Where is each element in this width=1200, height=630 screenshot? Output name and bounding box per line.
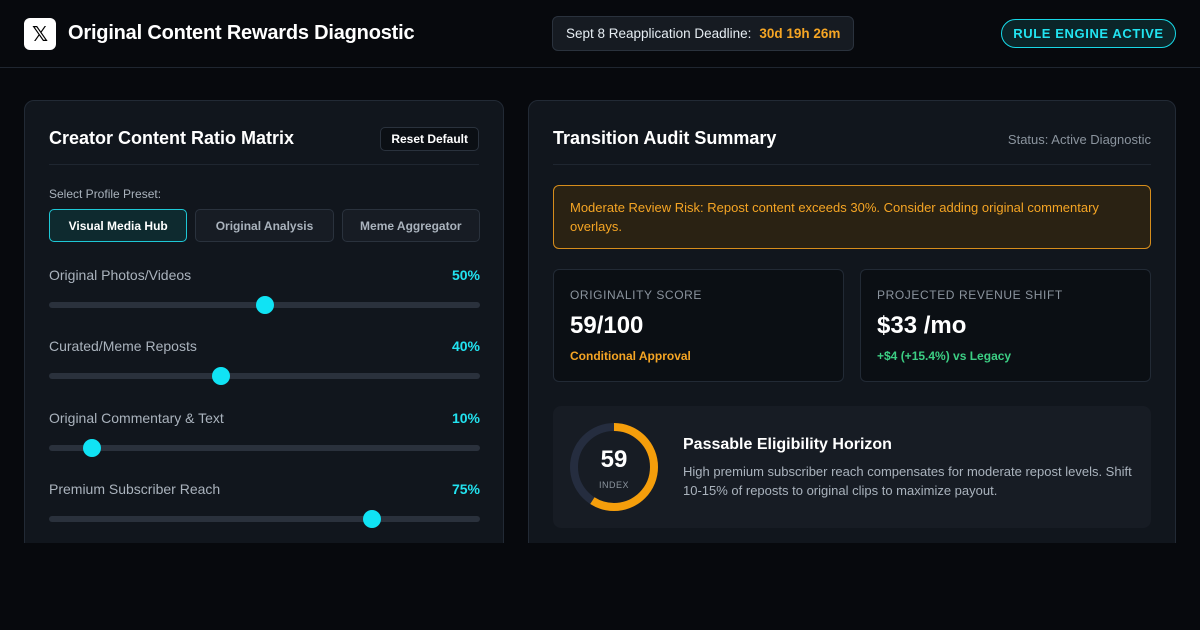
- originality-score-value: 59/100: [570, 312, 644, 339]
- slider-handle[interactable]: [255, 296, 274, 314]
- panel-divider: [553, 164, 1151, 165]
- slider-original-commentary-text: Original Commentary & Text 10%: [49, 410, 480, 460]
- revenue-delta: +$4 (+15.4%) vs Legacy: [877, 349, 1012, 363]
- preset-original-analysis[interactable]: Original Analysis: [195, 209, 334, 242]
- matrix-panel-title: Creator Content Ratio Matrix: [49, 128, 295, 148]
- slider-value: 40%: [451, 338, 480, 354]
- slider-handle[interactable]: [212, 367, 231, 385]
- deadline-label: Sept 8 Reapplication Deadline:: [566, 26, 752, 41]
- audit-panel-title: Transition Audit Summary: [553, 128, 777, 148]
- revenue-shift-card: PROJECTED REVENUE SHIFT $33 /mo +$4 (+15…: [860, 269, 1151, 382]
- slider-value: 75%: [451, 481, 480, 497]
- preset-label: Select Profile Preset:: [49, 187, 162, 201]
- deadline-banner: Sept 8 Reapplication Deadline: 30d 19h 2…: [552, 16, 855, 51]
- approval-verdict: Conditional Approval: [570, 349, 691, 363]
- slider-value: 10%: [451, 410, 480, 426]
- slider-label: Original Photos/Videos: [49, 267, 192, 283]
- slider-premium-subscriber-reach: Premium Subscriber Reach 75%: [49, 481, 480, 531]
- eligibility-index-gauge: [570, 423, 658, 511]
- profile-preset-group: Visual Media Hub Original Analysis Meme …: [49, 209, 480, 242]
- slider-value: 50%: [451, 267, 480, 283]
- deadline-countdown: 30d 19h 26m: [759, 26, 841, 41]
- metric-label: PROJECTED REVENUE SHIFT: [877, 288, 1063, 302]
- slider-track[interactable]: [49, 516, 480, 522]
- slider-original-photos-videos: Original Photos/Videos 50%: [49, 267, 480, 317]
- gauge-value: 59: [600, 446, 628, 473]
- metric-label: ORIGINALITY SCORE: [570, 288, 703, 302]
- gauge-caption: INDEX: [598, 480, 629, 490]
- page-background: [0, 543, 1200, 630]
- preset-meme-aggregator[interactable]: Meme Aggregator: [341, 209, 480, 242]
- x-logo-glyph: 𝕏: [31, 22, 49, 46]
- content-ratio-matrix-panel: Creator Content Ratio Matrix Reset Defau…: [24, 100, 504, 560]
- originality-score-card: ORIGINALITY SCORE 59/100 Conditional App…: [553, 269, 844, 382]
- horizon-description: High premium subscriber reach compensate…: [683, 464, 1132, 498]
- slider-handle[interactable]: [83, 439, 102, 457]
- revenue-shift-value: $33 /mo: [877, 312, 967, 339]
- gauge-progress-arc: [570, 423, 658, 511]
- x-logo-icon[interactable]: 𝕏: [24, 18, 56, 50]
- slider-label: Original Commentary & Text: [49, 410, 224, 426]
- app-title: Original Content Rewards Diagnostic: [68, 22, 415, 44]
- horizon-title: Passable Eligibility Horizon: [683, 436, 892, 453]
- rule-engine-status-badge: RULE ENGINE ACTIVE: [1001, 19, 1176, 48]
- slider-handle[interactable]: [363, 510, 382, 528]
- slider-label: Premium Subscriber Reach: [49, 481, 221, 497]
- slider-curated-meme-reposts: Curated/Meme Reposts 40%: [49, 338, 480, 388]
- preset-visual-media-hub[interactable]: Visual Media Hub: [49, 209, 188, 242]
- slider-track[interactable]: [49, 373, 480, 379]
- top-bar: 𝕏 Original Content Rewards Diagnostic Se…: [0, 0, 1200, 68]
- slider-track[interactable]: [49, 445, 480, 451]
- slider-label: Curated/Meme Reposts: [49, 338, 197, 354]
- panel-divider: [49, 164, 479, 165]
- diagnostic-status: Status: Active Diagnostic: [1007, 132, 1151, 147]
- review-risk-alert: Moderate Review Risk: Repost content exc…: [553, 185, 1151, 249]
- transition-audit-panel: Transition Audit Summary Status: Active …: [528, 100, 1176, 560]
- reset-default-button[interactable]: Reset Default: [380, 127, 479, 151]
- eligibility-horizon-card: 59 INDEX Passable Eligibility Horizon Hi…: [553, 406, 1151, 528]
